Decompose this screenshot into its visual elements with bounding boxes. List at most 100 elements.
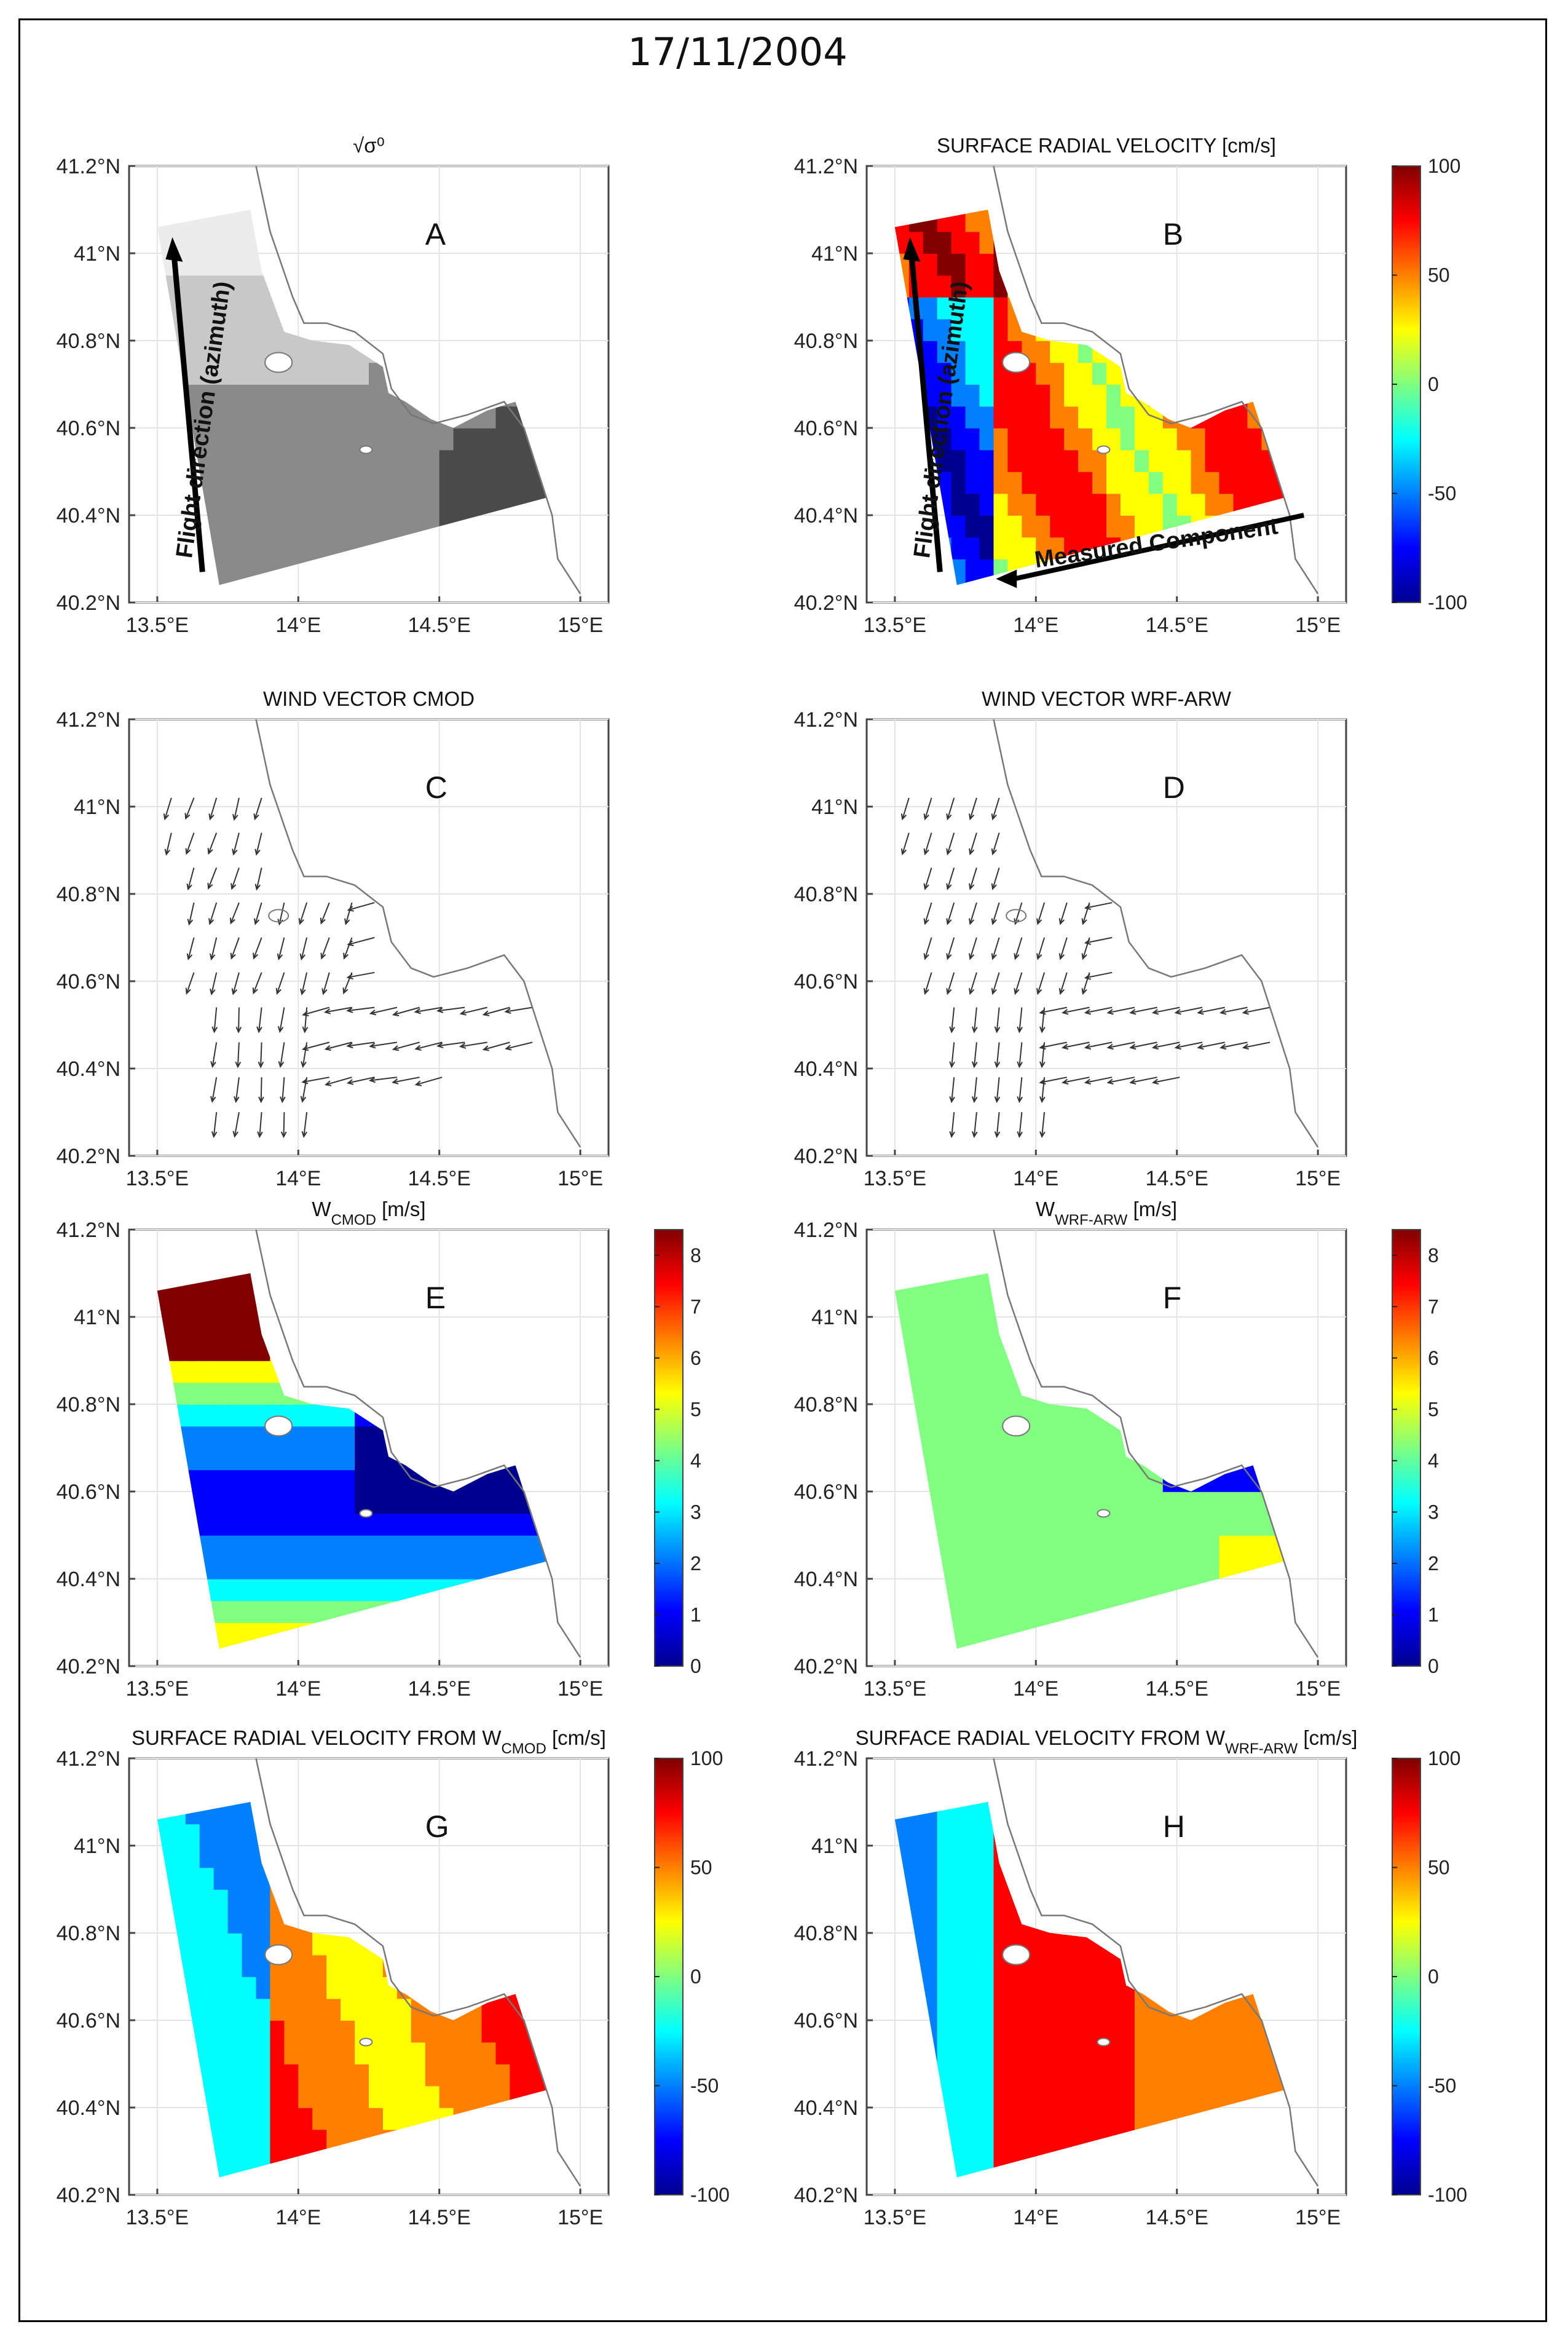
field-cell: [396, 2108, 412, 2130]
x-tick-label: 14°E: [1013, 1677, 1058, 1701]
field-cell: [369, 472, 384, 494]
wind-arrow: [1153, 1006, 1180, 1014]
field-cell: [1050, 449, 1065, 472]
island-ischia: [1002, 352, 1031, 373]
field-cell: [1106, 2064, 1135, 2108]
wind-arrow: [164, 797, 172, 820]
measured-component-arrow: [1014, 513, 1305, 582]
field-cell: [1233, 428, 1248, 451]
field-cell: [284, 1557, 299, 1579]
measured-arrow-head: [996, 569, 1017, 588]
field-cell: [979, 493, 995, 516]
field-cell: [1191, 428, 1206, 451]
field-cell: [1050, 406, 1065, 429]
field-cell: [213, 275, 229, 298]
field-cell: [1007, 428, 1023, 451]
field-cell: [242, 2108, 257, 2130]
panel-letter: G: [425, 1809, 449, 1844]
field-cell: [242, 1404, 257, 1427]
colorbar-tick-label: 50: [1428, 264, 1450, 286]
wind-arrow-head: [232, 1131, 238, 1138]
field-cell: [298, 537, 313, 559]
y-tick-label: 40.6°N: [794, 1480, 858, 1504]
y-tick-label: 40.4°N: [794, 504, 858, 527]
field-cell: [199, 1295, 215, 1318]
field-cell: [980, 188, 995, 210]
field-cell: [1078, 472, 1093, 494]
field-cell: [467, 449, 483, 472]
field-cell: [213, 1954, 229, 1977]
field-cell: [213, 515, 229, 538]
colorbar-tick-label: 3: [1428, 1501, 1439, 1523]
field-cell: [326, 1469, 341, 1492]
colorbar-tick-label: 0: [1428, 373, 1439, 395]
field-cell: [185, 231, 200, 254]
field-cell: [199, 1889, 215, 1912]
field-cell: [1007, 515, 1023, 538]
field-cell: [396, 428, 412, 451]
field-cell: [355, 1557, 369, 1579]
field-cell: [341, 362, 355, 385]
field-cell: [1022, 472, 1037, 494]
field-cell: [467, 1492, 483, 1514]
colorbar-tick-label: 100: [1428, 1747, 1460, 1769]
quiver-field: [900, 797, 1271, 1139]
wind-arrow: [969, 797, 977, 820]
field-cell: [270, 1911, 285, 1934]
field-cell: [199, 1361, 215, 1383]
field-cell: [270, 1382, 285, 1405]
field-cell: [979, 341, 995, 363]
wind-arrow-head: [436, 1007, 444, 1013]
field-cell: [312, 1998, 327, 2021]
field-cell: [270, 1448, 285, 1471]
wind-arrow-head: [207, 882, 213, 890]
field-cell: [227, 1600, 243, 1623]
colorbar-tick-label: 50: [690, 1857, 712, 1879]
field-cell: [227, 384, 243, 407]
field-cell: [495, 449, 511, 472]
wind-arrow: [460, 1006, 487, 1014]
field-cell: [256, 472, 271, 494]
field-cell: [284, 472, 299, 494]
wind-arrow: [254, 797, 262, 820]
field-cell: [312, 449, 327, 472]
field-cell: [298, 449, 313, 472]
y-tick-label: 40.8°N: [794, 1922, 858, 1945]
field-cell: [965, 515, 980, 538]
field-cell: [185, 1823, 200, 1846]
coastline: [255, 1229, 581, 1658]
field-cell: [1162, 1492, 1192, 1536]
field-cell: [382, 406, 398, 429]
field-cell: [355, 1998, 369, 2021]
field-cell: [355, 2108, 369, 2130]
wind-arrow: [370, 1006, 398, 1014]
field-cell: [256, 428, 271, 451]
field-cell: [1078, 493, 1093, 516]
field-cell: [213, 2085, 229, 2108]
field-cell: [312, 1933, 327, 1956]
field-cell: [227, 231, 243, 254]
x-tick-label: 14.5°E: [1145, 1167, 1208, 1190]
field-cell: [256, 297, 271, 320]
field-cell: [242, 341, 257, 363]
field-cell: [396, 2085, 412, 2108]
field-cell: [227, 559, 243, 582]
field-cell: [411, 1492, 426, 1514]
island-capri: [1097, 445, 1111, 454]
field-cell: [270, 1600, 285, 1623]
field-cell: [242, 406, 257, 429]
field-cell: [524, 1535, 539, 1558]
wind-arrow: [506, 1041, 533, 1049]
wind-arrow-head: [302, 1010, 309, 1017]
axes-box: [865, 718, 1347, 1157]
field-cell: [481, 1998, 497, 2021]
field-cell: [1022, 406, 1037, 429]
field-cell: [965, 1404, 995, 1448]
field-cell: [993, 537, 1009, 559]
field-cell: [1078, 449, 1093, 472]
field-cell: [1120, 493, 1135, 516]
field-cell: [355, 1492, 369, 1514]
field-cell: [213, 253, 229, 276]
axes-box: [128, 718, 610, 1157]
field-cell: [341, 2108, 355, 2130]
